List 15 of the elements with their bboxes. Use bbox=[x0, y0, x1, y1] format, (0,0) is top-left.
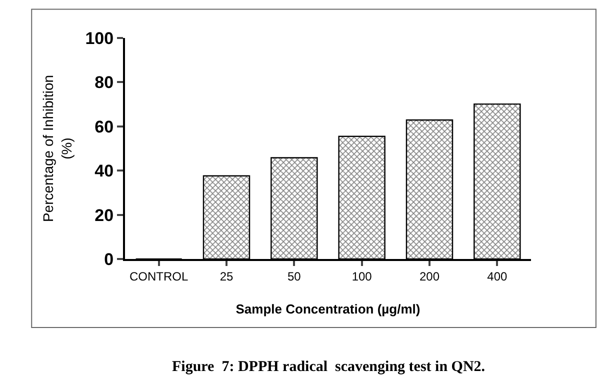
x-tick-label: 100 bbox=[352, 269, 372, 284]
caption: Figure 7: DPPH radical scavenging test in QN2. bbox=[172, 359, 486, 375]
y-tick-label: 80 bbox=[94, 73, 114, 92]
y-tick-label: 0 bbox=[104, 250, 114, 269]
x-tick-label: 25 bbox=[220, 269, 234, 284]
x-tick-label: 400 bbox=[487, 269, 508, 284]
x-tick-label: 200 bbox=[419, 269, 440, 284]
y-tick-label: 20 bbox=[94, 206, 114, 225]
y-tick-label: 40 bbox=[94, 162, 114, 181]
x-tick-label: CONTROL bbox=[129, 269, 188, 284]
x-axis-title: Sample Concentration (µg/ml) bbox=[236, 302, 420, 316]
y-axis-title: Percentage of Inhibition (%) bbox=[40, 74, 74, 222]
y-tick-label: 100 bbox=[85, 28, 114, 48]
y-tick-label: 60 bbox=[94, 117, 114, 136]
x-tick-label: 50 bbox=[287, 269, 302, 284]
